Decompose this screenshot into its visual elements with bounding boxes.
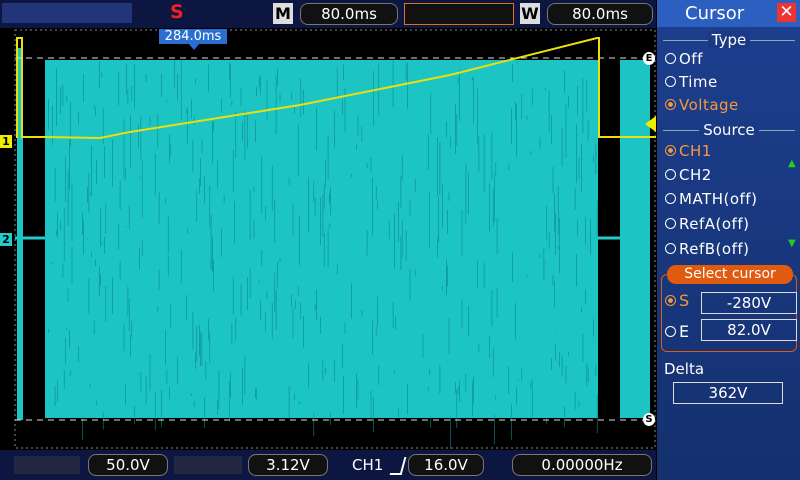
source-option[interactable]: CH1 <box>665 142 712 160</box>
ch1-scale[interactable]: 50.0V <box>88 454 168 476</box>
select-cursor-title: Select cursor <box>667 265 793 284</box>
type-option[interactable]: Off <box>665 50 703 68</box>
trigger-level-marker <box>645 116 656 132</box>
ch1-coupling <box>14 456 80 474</box>
mode-label: M <box>273 3 293 24</box>
source-option[interactable]: MATH(off) <box>665 190 757 208</box>
ch1-marker: 1 <box>0 135 12 148</box>
source-option[interactable]: RefB(off) <box>665 240 750 258</box>
ch2-scale[interactable]: 3.12V <box>248 454 328 476</box>
ch2-waveform <box>620 60 650 418</box>
source-label: Source <box>699 121 759 139</box>
s-cursor[interactable]: S <box>665 291 690 310</box>
stop-icon[interactable]: S <box>170 1 184 23</box>
trigger-level[interactable]: 16.0V <box>408 454 484 476</box>
source-section: Source <box>663 121 795 149</box>
type-label: Type <box>707 31 751 49</box>
ch1-waveform <box>16 37 656 140</box>
trigger-position: 284.0ms <box>159 29 227 44</box>
icons <box>2 3 132 23</box>
ch2-waveform <box>17 48 23 420</box>
scroll-down[interactable]: ▼ <box>788 238 796 249</box>
source-option[interactable]: RefA(off) <box>665 215 749 233</box>
cursor-e-marker: E <box>643 52 655 65</box>
window-label: W <box>520 3 540 24</box>
cursor-s-marker: S <box>643 413 655 426</box>
ch2-coupling <box>174 456 242 474</box>
delta-label: Delta <box>664 360 705 378</box>
cursor-menu: Cursor ✕ Type Off Time Voltage Source CH… <box>657 0 800 480</box>
ch2-marker: 2 <box>0 233 12 246</box>
menu-title-text: Cursor <box>685 3 745 24</box>
type-option[interactable]: Voltage <box>665 96 739 114</box>
scroll-up[interactable]: ▲ <box>788 158 796 169</box>
type-option[interactable]: Time <box>665 73 718 91</box>
e-value[interactable]: 82.0V <box>701 319 797 341</box>
time-base[interactable]: 80.0ms <box>300 3 398 25</box>
menu-title <box>657 0 800 27</box>
frequency: 0.00000Hz <box>512 454 652 476</box>
s-value[interactable]: -280V <box>701 292 797 314</box>
scope-screen <box>14 29 656 450</box>
status-bar: 50.0V 3.12V CH1 16.0V 0.00000Hz <box>0 450 656 480</box>
e-cursor[interactable]: E <box>665 322 690 341</box>
trigger-source: CH1 <box>352 456 384 474</box>
source-option[interactable]: CH2 <box>665 166 712 184</box>
trigger-edge <box>389 457 407 475</box>
close-button[interactable]: ✕ <box>777 3 796 22</box>
ch2-waveform <box>45 60 598 418</box>
window-preview <box>404 3 514 25</box>
delta-value: 362V <box>673 382 783 404</box>
type-section: Type <box>663 31 795 59</box>
window-time[interactable]: 80.0ms <box>547 3 653 25</box>
top-bar: S M 80.0ms W 80.0ms <box>0 0 656 28</box>
trigger-pos-marker <box>188 43 200 50</box>
